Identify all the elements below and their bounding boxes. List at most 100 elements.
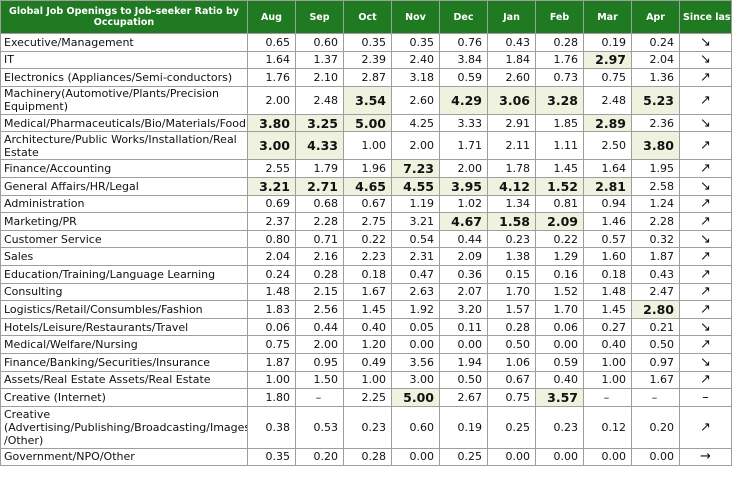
ratio-cell: 0.76 (439, 33, 488, 52)
ratio-cell: 2.28 (631, 212, 680, 231)
ratio-cell: 1.37 (295, 50, 344, 70)
ratio-cell: 1.29 (535, 247, 584, 266)
ratio-cell: 1.83 (247, 300, 296, 319)
trend-arrow-icon: ↗ (679, 131, 732, 161)
ratio-cell: 0.24 (631, 33, 680, 52)
ratio-cell: 0.80 (247, 229, 296, 249)
ratio-cell: 0.59 (535, 352, 584, 372)
ratio-cell: 3.00 (247, 131, 296, 161)
occupation-cell: Machinery(Automotive/Plants/Precision Eq… (0, 85, 248, 115)
ratio-cell: 0.23 (535, 405, 584, 449)
ratio-cell: 0.40 (583, 335, 632, 354)
table-row: Finance/Banking/Securities/Insurance 1.87… (0, 352, 732, 372)
ratio-cell: 5.23 (631, 85, 680, 115)
ratio-cell: 3.54 (343, 85, 392, 115)
ratio-cell: 0.71 (295, 229, 344, 249)
ratio-cell: 0.20 (631, 405, 680, 449)
ratio-cell: 1.45 (535, 159, 584, 178)
ratio-cell: 2.07 (439, 282, 488, 302)
ratio-cell: 1.48 (247, 282, 296, 302)
occupation-cell: Medical/Pharmaceuticals/Bio/Materials/Fo… (0, 113, 248, 133)
trend-arrow-icon: ↗ (679, 335, 732, 354)
ratio-cell: 1.57 (487, 300, 536, 319)
ratio-cell: 4.55 (391, 176, 440, 196)
ratio-cell: 2.16 (295, 247, 344, 266)
table-row: Electronics (Appliances/Semi-conductors)… (0, 68, 732, 87)
ratio-cell: 1.76 (535, 50, 584, 70)
ratio-cell: 1.11 (535, 131, 584, 161)
occupation-cell: Finance/Banking/Securities/Insurance (0, 352, 248, 372)
ratio-cell: 0.06 (247, 317, 296, 337)
table-title: Global Job Openings to Job-seeker Ratio … (0, 0, 248, 34)
occupation-cell: Sales (0, 247, 248, 266)
ratio-cell: 7.23 (391, 159, 440, 178)
ratio-cell: 0.23 (487, 229, 536, 249)
table-row: Administration 0.69 0.68 0.67 1.19 1.02 1.34 0.… (0, 194, 732, 214)
trend-arrow-icon: ↗ (679, 405, 732, 449)
table-row: Medical/Welfare/Nursing 0.75 2.00 1.20 0.00 0… (0, 335, 732, 354)
column-header-aug: Aug (247, 0, 296, 34)
ratio-cell: 2.37 (247, 212, 296, 231)
ratio-cell: 1.79 (295, 159, 344, 178)
ratio-cell: 2.09 (439, 247, 488, 266)
ratio-cell: 0.47 (391, 264, 440, 284)
ratio-cell: 1.45 (583, 300, 632, 319)
table-row: Creative (Advertising/Publishing/Broadca… (0, 405, 732, 449)
column-header-feb: Feb (535, 0, 584, 34)
ratio-cell: 0.40 (535, 370, 584, 390)
ratio-cell: 5.00 (343, 113, 392, 133)
ratio-cell: 2.00 (247, 85, 296, 115)
ratio-cell: 0.44 (295, 317, 344, 337)
job-ratio-table: Global Job Openings to Job-seeker Ratio … (0, 0, 732, 467)
ratio-cell: 0.50 (487, 335, 536, 354)
ratio-cell: 0.54 (391, 229, 440, 249)
table-row: Hotels/Leisure/Restaurants/Travel 0.06 0.4… (0, 317, 732, 337)
column-header-sep: Sep (295, 0, 344, 34)
ratio-cell: 1.02 (439, 194, 488, 214)
ratio-cell: 0.00 (391, 447, 440, 467)
ratio-cell: 4.12 (487, 176, 536, 196)
ratio-cell: 2.89 (583, 113, 632, 133)
ratio-cell: 0.28 (295, 264, 344, 284)
ratio-cell: 1.87 (631, 247, 680, 266)
ratio-cell: 0.59 (439, 68, 488, 87)
ratio-cell: 1.94 (439, 352, 488, 372)
ratio-cell: 2.71 (295, 176, 344, 196)
ratio-cell: 1.70 (535, 300, 584, 319)
ratio-cell: 1.20 (343, 335, 392, 354)
ratio-cell: 4.25 (391, 113, 440, 133)
ratio-cell: 0.68 (295, 194, 344, 214)
ratio-cell: 1.60 (583, 247, 632, 266)
ratio-cell: 0.75 (583, 68, 632, 87)
ratio-cell: 3.21 (391, 212, 440, 231)
ratio-cell: 3.06 (487, 85, 536, 115)
ratio-cell: 3.84 (439, 50, 488, 70)
ratio-cell: 0.25 (439, 447, 488, 467)
ratio-cell: 2.10 (295, 68, 344, 87)
trend-arrow-icon: ↘ (679, 113, 732, 133)
ratio-cell: 0.35 (343, 33, 392, 52)
ratio-cell: 0.43 (631, 264, 680, 284)
ratio-cell: 0.05 (391, 317, 440, 337)
trend-arrow-icon: ↗ (679, 247, 732, 266)
ratio-cell: 1.78 (487, 159, 536, 178)
ratio-cell: 0.00 (583, 447, 632, 467)
ratio-cell: 0.94 (583, 194, 632, 214)
ratio-cell: 2.48 (583, 85, 632, 115)
ratio-cell: 2.60 (487, 68, 536, 87)
ratio-cell: 2.67 (439, 388, 488, 407)
column-header-since-last-month: Since last Month (679, 0, 732, 34)
ratio-cell: 2.75 (343, 212, 392, 231)
ratio-cell: 1.24 (631, 194, 680, 214)
ratio-cell: 1.67 (631, 370, 680, 390)
header-row: Global Job Openings to Job-seeker Ratio … (0, 0, 732, 34)
ratio-cell: 2.87 (343, 68, 392, 87)
occupation-cell: Assets/Real Estate Assets/Real Estate (0, 370, 248, 390)
trend-arrow-icon: ↗ (679, 300, 732, 319)
ratio-cell: 1.34 (487, 194, 536, 214)
ratio-cell: 0.50 (439, 370, 488, 390)
column-header-oct: Oct (343, 0, 392, 34)
column-header-apr: Apr (631, 0, 680, 34)
occupation-cell: Administration (0, 194, 248, 214)
ratio-cell: 1.70 (487, 282, 536, 302)
